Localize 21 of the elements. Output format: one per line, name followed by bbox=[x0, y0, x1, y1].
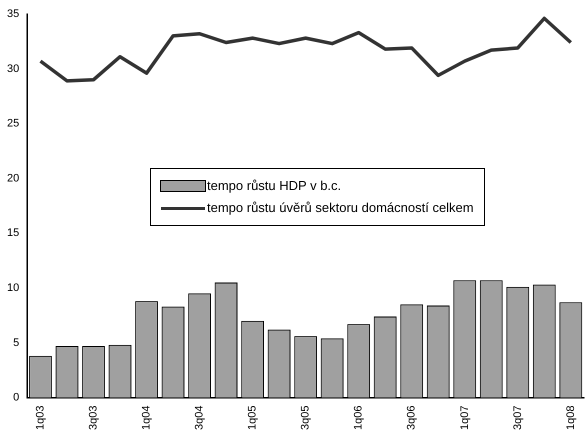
y-tick-label: 20 bbox=[6, 172, 20, 184]
y-tick-label: 5 bbox=[13, 336, 20, 349]
x-tick-label: 1q07 bbox=[458, 406, 471, 430]
y-tick-label: 35 bbox=[6, 8, 20, 20]
y-tick-label: 30 bbox=[6, 62, 20, 75]
x-tick-label: 1q08 bbox=[564, 406, 577, 430]
y-tick-label: 0 bbox=[13, 392, 20, 404]
x-tick-label: 3q06 bbox=[406, 406, 418, 430]
legend-label: tempo růstu HDP v b.c. bbox=[207, 177, 342, 195]
legend-label: tempo růstu úvěrů sektoru domácností celkem bbox=[207, 199, 474, 217]
x-tick-label: 3q03 bbox=[88, 406, 100, 430]
y-tick-label: 10 bbox=[6, 282, 20, 294]
y-tick-label: 25 bbox=[6, 118, 20, 130]
x-tick-label: 3q07 bbox=[512, 406, 524, 430]
x-tick-label: 1q04 bbox=[140, 406, 153, 430]
x-tick-label: 1q06 bbox=[352, 406, 365, 430]
y-tick-label: 15 bbox=[6, 227, 20, 240]
x-tick-label: 1q03 bbox=[34, 406, 47, 430]
x-tick-label: 3q05 bbox=[300, 406, 312, 430]
x-tick-label: 3q04 bbox=[194, 406, 206, 430]
x-tick-label: 1q05 bbox=[246, 406, 259, 430]
